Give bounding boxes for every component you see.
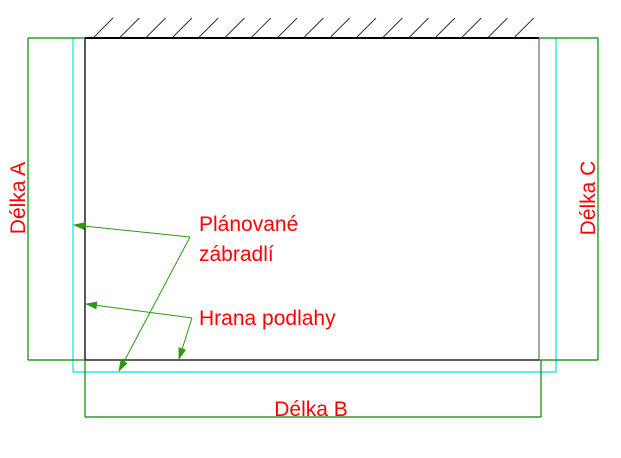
hatch-mark [461,17,482,38]
railing-leader [73,222,191,372]
hatch-mark [172,17,193,38]
hatch-mark [435,17,456,38]
dimension-a [27,37,85,361]
floor-edge-label: Hrana podlahy [199,307,336,330]
length-c-label: Délka C [577,161,600,236]
hatch-mark [93,17,114,38]
hatch-mark [146,17,166,38]
dimension-b [84,360,542,418]
hatch-mark [251,17,272,38]
hatch-mark [488,17,508,38]
planned-railing [72,38,557,373]
hatch-mark [409,17,429,38]
planned-railing-label-line1: Plánované [199,213,298,236]
length-a-label: Délka A [7,162,30,234]
length-b-label: Délka B [274,398,348,421]
hatch-mark [356,17,377,38]
wall-hatching [93,17,535,38]
hatch-mark [119,17,140,38]
hatch-mark [304,17,324,38]
hatch-mark [382,17,403,38]
hatch-mark [277,17,298,38]
floor-edge-leader [85,301,193,360]
hatch-mark [514,17,535,38]
hatch-mark [330,17,351,38]
dimension-c [539,37,599,361]
hatch-mark [198,17,219,38]
hatch-mark [225,17,245,38]
planned-railing-label-line2: zábradlí [199,243,274,266]
